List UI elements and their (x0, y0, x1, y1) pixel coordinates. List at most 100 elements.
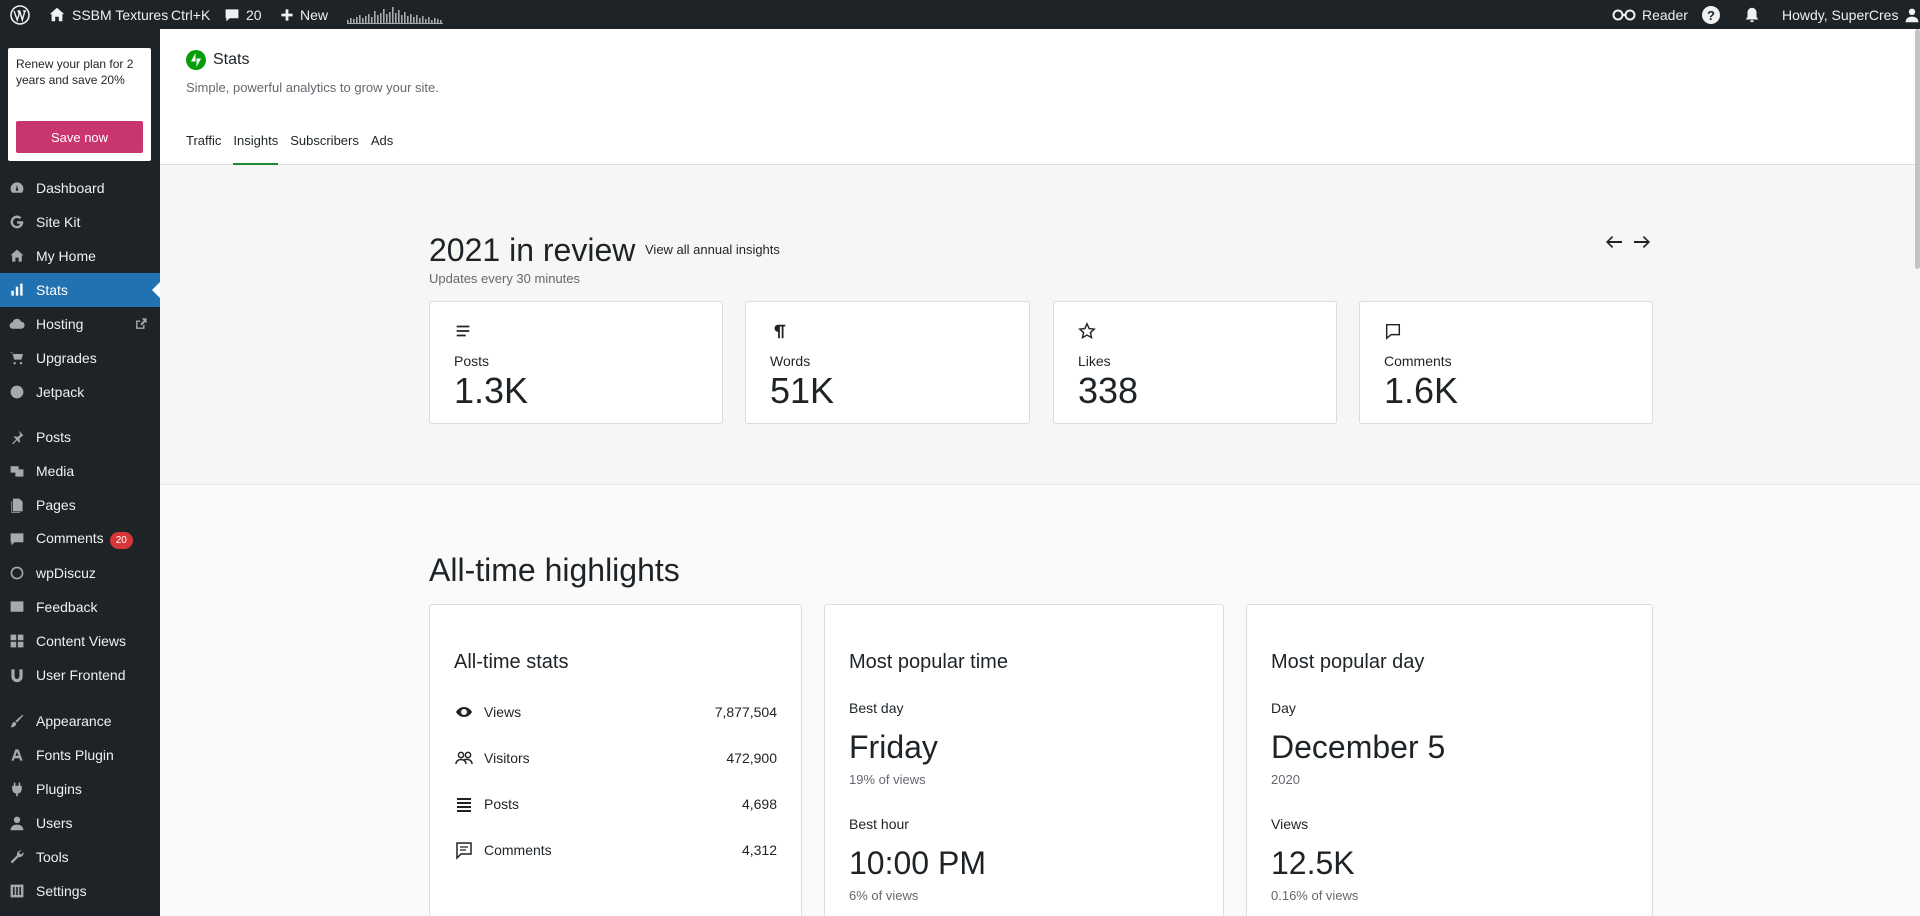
best-day-label: Best day (849, 700, 904, 716)
page-subtitle: Simple, powerful analytics to grow your … (186, 80, 439, 95)
tab-subscribers[interactable]: Subscribers (290, 133, 359, 148)
popular-day-views: 12.5K (1271, 845, 1355, 881)
sidebar-item-hosting[interactable]: Hosting (0, 307, 160, 341)
cloud-icon (9, 316, 25, 332)
sparkline-bar (386, 13, 388, 23)
main-content: Stats Simple, powerful analytics to grow… (160, 29, 1920, 916)
wordpress-logo-icon[interactable] (10, 0, 30, 29)
review-card-label: Words (770, 353, 811, 369)
scrollbar-thumb[interactable] (1915, 29, 1920, 269)
tab-insights[interactable]: Insights (233, 133, 279, 165)
sidebar-item-stats[interactable]: Stats (0, 273, 160, 307)
best-hour-share: 6% of views (849, 888, 919, 903)
stat-row-posts: Posts 4,698 (454, 794, 777, 814)
view-annual-insights-link[interactable]: View all annual insights (645, 242, 780, 257)
best-hour-value: 10:00 PM (849, 845, 986, 881)
google-icon (9, 214, 25, 230)
command-palette-shortcut[interactable]: Ctrl+K (171, 0, 210, 29)
comments-count-badge: 20 (109, 531, 133, 549)
stat-row-visitors: Visitors 472,900 (454, 748, 777, 768)
reader-link[interactable]: Reader (1612, 0, 1688, 29)
user-avatar-icon (1904, 7, 1920, 23)
card-title: All-time stats (454, 651, 569, 673)
pin-icon (9, 429, 25, 445)
sidebar-item-dashboard[interactable]: Dashboard (0, 171, 160, 205)
home-icon (9, 248, 25, 264)
review-card-likes: Likes 338 (1053, 301, 1337, 424)
sidebar-item-label: Stats (36, 282, 68, 298)
sidebar-item-content-views[interactable]: Content Views (0, 624, 160, 658)
glasses-icon (1612, 7, 1636, 23)
settings-icon (9, 883, 25, 899)
tab-traffic[interactable]: Traffic (186, 133, 222, 148)
sidebar-item-tools[interactable]: Tools (0, 840, 160, 874)
external-link-icon (134, 317, 148, 331)
sidebar-item-jetpack[interactable]: Jetpack (0, 375, 160, 409)
arrow-right-icon[interactable] (1632, 232, 1652, 252)
all-time-stats-card: All-time stats Views 7,877,504 Visitors … (429, 604, 802, 916)
greeting: Howdy, SuperCres (1782, 6, 1899, 23)
tab-ads[interactable]: Ads (370, 133, 394, 148)
promo-text: Renew your plan for 2 years and save 20% (16, 57, 134, 87)
comments-link[interactable]: 20 (224, 0, 262, 29)
sidebar-item-fonts-plugin[interactable]: Fonts Plugin (0, 738, 160, 772)
sidebar-item-user-frontend[interactable]: User Frontend (0, 658, 160, 692)
feedback-icon (9, 599, 25, 615)
sparkline-bar (440, 19, 442, 23)
stat-value: 7,877,504 (714, 704, 777, 720)
sidebar-item-pages[interactable]: Pages (0, 488, 160, 522)
posts-icon (454, 322, 472, 340)
sidebar-item-users[interactable]: Users (0, 806, 160, 840)
sidebar-item-label: Jetpack (36, 384, 85, 400)
sparkline-bar (392, 6, 394, 23)
help-icon[interactable]: ? (1701, 0, 1721, 29)
sidebar-item-posts[interactable]: Posts (0, 420, 160, 454)
star-icon (1078, 322, 1096, 340)
sidebar-item-media[interactable]: Media (0, 454, 160, 488)
sidebar-item-wpdiscuz[interactable]: wpDiscuz (0, 556, 160, 590)
sidebar-item-label: User Frontend (36, 667, 126, 683)
views-label: Views (1271, 816, 1309, 832)
arrow-left-icon[interactable] (1604, 232, 1624, 252)
sidebar-item-site-kit[interactable]: Site Kit (0, 205, 160, 239)
annual-review-section: 2021 in review View all annual insights … (160, 165, 1920, 485)
best-day-share: 19% of views (849, 772, 926, 787)
sidebar-item-upgrades[interactable]: Upgrades (0, 341, 160, 375)
sparkline-bar (359, 14, 361, 23)
shortcut-label: Ctrl+K (171, 6, 211, 23)
save-now-button[interactable]: Save now (16, 121, 143, 153)
sidebar-item-label: Settings (36, 883, 87, 899)
stat-label: Views (484, 704, 522, 720)
site-name-link[interactable]: SSBM Textures (48, 0, 168, 29)
sidebar-item-settings[interactable]: Settings (0, 874, 160, 908)
sidebar-item-my-home[interactable]: My Home (0, 239, 160, 273)
sidebar-item-feedback[interactable]: Feedback (0, 590, 160, 624)
sparkline-bar (407, 15, 409, 23)
sparkline-bar (368, 13, 370, 23)
account-menu[interactable]: Howdy, SuperCres (1782, 0, 1920, 29)
sidebar-item-text: Comments (36, 529, 104, 546)
sidebar-item-comments[interactable]: Comments 20 (0, 522, 160, 556)
sidebar-item-plugins[interactable]: Plugins (0, 772, 160, 806)
card-title: Most popular time (849, 651, 1008, 673)
plugin-icon (9, 781, 25, 797)
review-card-value: 51K (770, 370, 835, 411)
stats-header: Stats Simple, powerful analytics to grow… (160, 29, 1920, 165)
sidebar-item-label: Users (36, 815, 73, 831)
pages-icon (9, 497, 25, 513)
sparkline-bar (365, 15, 367, 23)
stats-tabs: Traffic Insights Subscribers Ads (186, 133, 393, 165)
notifications-bell-icon[interactable] (1743, 0, 1761, 29)
comments-count: 20 (246, 6, 262, 23)
jetpack-logo-icon (186, 50, 206, 70)
svg-text:?: ? (1707, 8, 1715, 23)
most-popular-day-card: Most popular day Day December 5 2020 Vie… (1246, 604, 1653, 916)
new-content-link[interactable]: New (280, 0, 328, 29)
stat-row-views: Views 7,877,504 (454, 702, 777, 722)
sidebar-item-label: Media (36, 463, 75, 479)
posts-icon (454, 794, 474, 814)
sidebar-item-appearance[interactable]: Appearance (0, 704, 160, 738)
stats-sparkline[interactable] (347, 0, 443, 29)
sparkline-bar (416, 14, 418, 23)
review-card-value: 338 (1078, 370, 1139, 411)
